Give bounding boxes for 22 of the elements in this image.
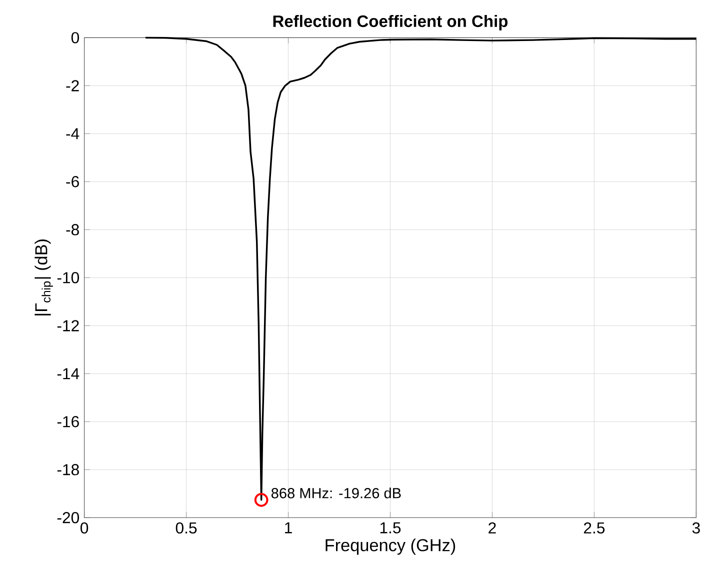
- chart-title: Reflection Coefficient on Chip: [273, 14, 508, 30]
- x-tick-label: 1: [285, 522, 292, 534]
- x-tick-label: 0: [80, 522, 88, 534]
- x-tick-label: 1.5: [380, 522, 401, 534]
- y-tick-label: -6: [66, 176, 79, 188]
- y-tick-label: -2: [66, 80, 79, 92]
- y-tick-label: -18: [57, 464, 79, 476]
- x-tick-label: 2.5: [584, 522, 605, 534]
- y-tick-label: -14: [57, 368, 80, 380]
- y-tick-label: 0: [71, 32, 80, 44]
- x-tick-label: 2: [488, 522, 496, 534]
- y-axis-title: |Γ$_{chip}$| (dB): [34, 239, 53, 316]
- x-tick-label: 0.5: [176, 522, 197, 534]
- y-tick-label: -8: [66, 224, 79, 236]
- y-tick-label: -20: [57, 512, 80, 524]
- x-tick-label: 3: [692, 522, 700, 534]
- y-tick-label: -10: [57, 272, 80, 284]
- annotation: 868 MHz: -19.26 dB: [271, 488, 401, 498]
- y-tick-label: -12: [57, 320, 79, 332]
- x-axis-title: Frequency (GHz): [326, 538, 456, 555]
- y-tick-label: -16: [57, 416, 79, 428]
- y-tick-label: -4: [66, 128, 80, 140]
